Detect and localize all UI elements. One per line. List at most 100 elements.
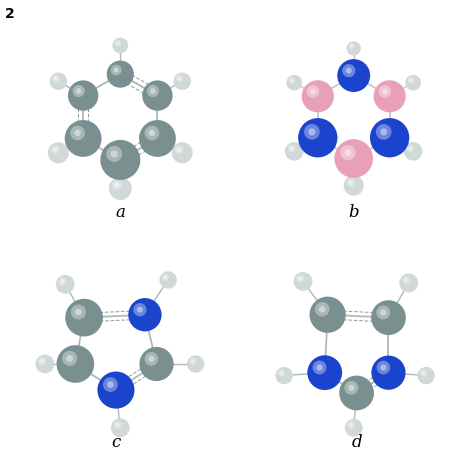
Circle shape	[175, 145, 183, 154]
Circle shape	[190, 358, 197, 365]
Circle shape	[74, 129, 81, 136]
Circle shape	[149, 129, 155, 136]
Circle shape	[137, 307, 143, 313]
Circle shape	[111, 65, 122, 76]
Circle shape	[420, 370, 427, 377]
Circle shape	[376, 305, 390, 319]
Circle shape	[145, 126, 159, 140]
Circle shape	[409, 147, 412, 150]
Circle shape	[340, 145, 356, 160]
Circle shape	[159, 271, 177, 288]
Circle shape	[111, 418, 130, 437]
Circle shape	[402, 276, 410, 284]
Circle shape	[115, 183, 119, 187]
Text: b: b	[348, 204, 359, 221]
Circle shape	[114, 421, 121, 429]
Circle shape	[176, 75, 183, 82]
Circle shape	[374, 80, 406, 113]
Circle shape	[296, 275, 304, 282]
Circle shape	[51, 145, 59, 154]
Circle shape	[312, 361, 327, 374]
Circle shape	[307, 85, 319, 98]
Circle shape	[76, 88, 82, 94]
Circle shape	[147, 85, 159, 97]
Circle shape	[347, 422, 355, 429]
Circle shape	[114, 68, 118, 73]
Text: d: d	[351, 434, 362, 451]
Circle shape	[145, 352, 158, 366]
Circle shape	[65, 299, 103, 336]
Circle shape	[299, 277, 302, 280]
Circle shape	[75, 309, 82, 315]
Circle shape	[339, 376, 374, 410]
Circle shape	[345, 419, 363, 437]
Circle shape	[162, 274, 169, 281]
Circle shape	[112, 181, 121, 189]
Circle shape	[407, 145, 414, 152]
Circle shape	[371, 300, 406, 335]
Circle shape	[71, 304, 86, 319]
Circle shape	[380, 364, 386, 371]
Circle shape	[36, 355, 55, 373]
Circle shape	[53, 148, 57, 151]
Circle shape	[65, 120, 101, 157]
Circle shape	[100, 140, 140, 180]
Circle shape	[133, 303, 146, 317]
Circle shape	[404, 142, 422, 160]
Circle shape	[285, 142, 303, 160]
Circle shape	[349, 424, 353, 427]
Circle shape	[61, 280, 64, 283]
Circle shape	[349, 181, 353, 184]
Text: c: c	[111, 434, 120, 451]
Circle shape	[62, 351, 77, 366]
Circle shape	[376, 124, 392, 140]
Circle shape	[422, 371, 425, 375]
Circle shape	[309, 129, 315, 136]
Circle shape	[418, 367, 435, 384]
Circle shape	[319, 306, 326, 312]
Circle shape	[139, 120, 176, 157]
Circle shape	[103, 377, 118, 392]
Circle shape	[378, 85, 391, 98]
Circle shape	[342, 64, 356, 77]
Circle shape	[111, 150, 118, 158]
Circle shape	[307, 356, 342, 390]
Circle shape	[289, 77, 295, 83]
Circle shape	[345, 149, 351, 156]
Circle shape	[73, 85, 85, 97]
Circle shape	[115, 40, 121, 46]
Circle shape	[68, 80, 98, 111]
Circle shape	[316, 364, 323, 371]
Circle shape	[405, 75, 421, 91]
Circle shape	[70, 126, 85, 140]
Circle shape	[106, 146, 122, 162]
Circle shape	[172, 142, 193, 163]
Circle shape	[275, 367, 293, 384]
Circle shape	[50, 73, 67, 90]
Circle shape	[315, 302, 329, 317]
Circle shape	[173, 73, 191, 90]
Circle shape	[117, 42, 119, 45]
Text: 2: 2	[5, 7, 15, 21]
Circle shape	[164, 276, 167, 279]
Circle shape	[288, 145, 295, 152]
Circle shape	[109, 177, 132, 200]
Circle shape	[293, 272, 312, 291]
Circle shape	[348, 385, 355, 391]
Circle shape	[59, 278, 66, 285]
Circle shape	[66, 355, 73, 362]
Circle shape	[310, 296, 346, 333]
Circle shape	[290, 147, 293, 150]
Circle shape	[128, 298, 162, 332]
Circle shape	[380, 309, 386, 316]
Circle shape	[298, 118, 337, 158]
Circle shape	[350, 45, 353, 47]
Circle shape	[400, 273, 418, 292]
Circle shape	[107, 61, 134, 88]
Circle shape	[410, 79, 412, 82]
Circle shape	[372, 356, 406, 390]
Circle shape	[187, 356, 204, 373]
Circle shape	[346, 41, 361, 55]
Circle shape	[376, 361, 390, 374]
Circle shape	[408, 77, 414, 83]
